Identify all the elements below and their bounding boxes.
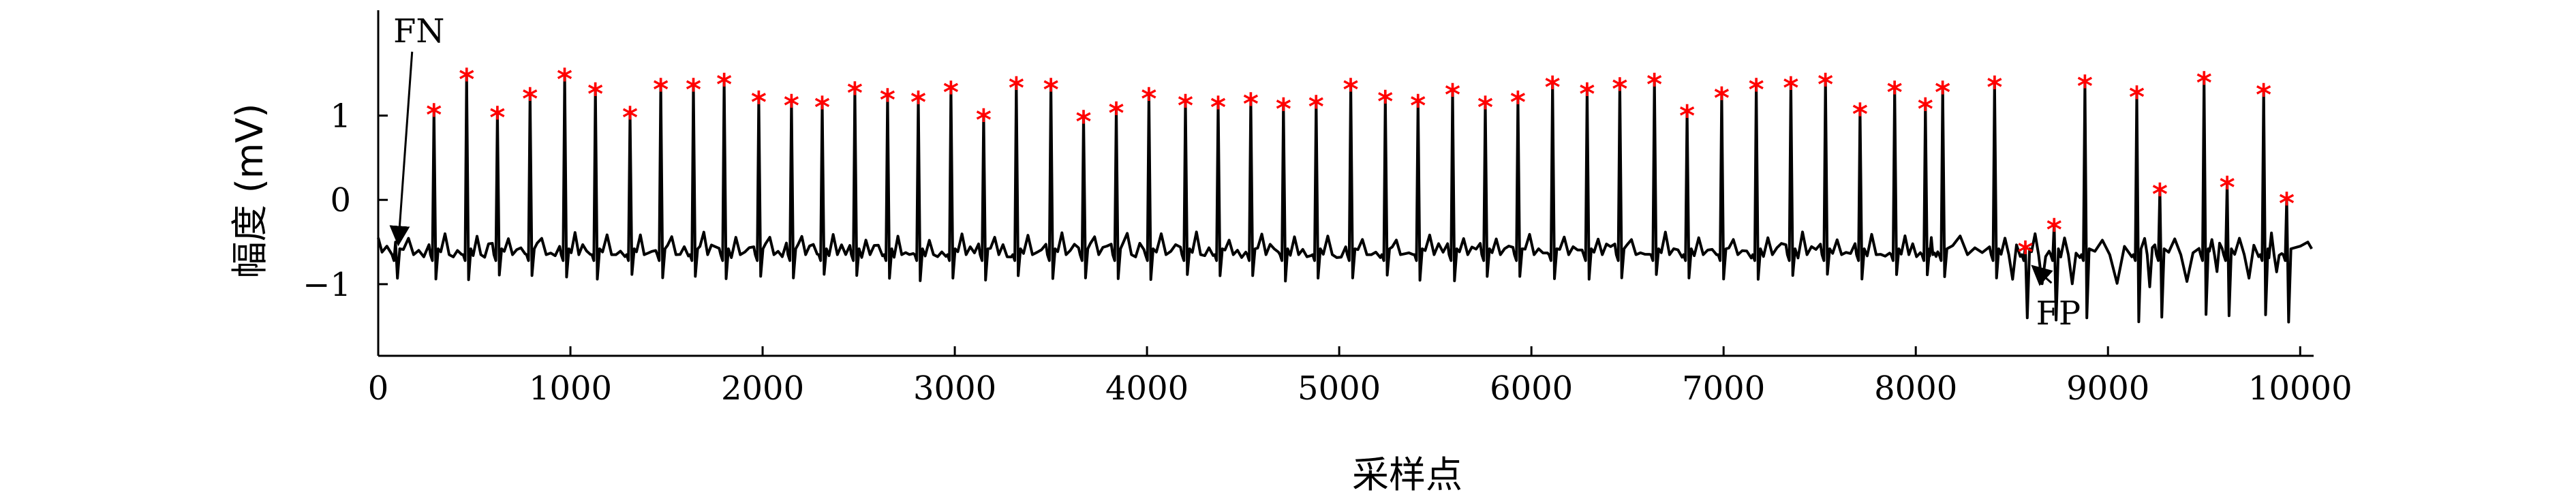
detection-marker: * — [1579, 77, 1595, 112]
detection-marker: * — [1545, 70, 1561, 105]
detection-marker: * — [2129, 80, 2145, 115]
detection-marker: * — [459, 63, 474, 97]
detection-marker: * — [489, 100, 505, 135]
x-tick-label: 8000 — [1874, 369, 1957, 408]
detection-marker: * — [2256, 78, 2271, 112]
detection-marker: * — [1210, 91, 1226, 125]
detection-marker: * — [1276, 92, 1291, 127]
detection-marker: * — [1043, 73, 1059, 108]
detection-marker: * — [976, 103, 992, 138]
detection-marker: * — [2196, 66, 2212, 101]
detection-marker: * — [2046, 213, 2062, 247]
x-axis-label: 采样点 — [1352, 453, 1462, 496]
detection-marker: * — [784, 89, 799, 123]
detection-marker: * — [1178, 89, 1193, 123]
detection-marker: * — [2152, 177, 2168, 212]
x-tick-label: 2000 — [721, 369, 804, 408]
detection-marker: * — [1510, 85, 1526, 120]
detection-marker: * — [587, 77, 603, 112]
detection-marker: * — [2220, 170, 2235, 205]
detection-markers: * * * * * * * * * * * * * * * * * * * * * * * * * * * * * * * * * * * * * * * *… — [426, 63, 2295, 271]
x-tick-label: 0 — [368, 369, 389, 408]
detection-marker: * — [1343, 73, 1359, 108]
detection-marker: * — [814, 91, 830, 125]
detection-marker: * — [1714, 81, 1730, 116]
detection-marker: * — [2017, 235, 2033, 270]
x-tick-label: 5000 — [1298, 369, 1381, 408]
detection-marker: * — [1009, 71, 1024, 106]
detection-marker: * — [880, 82, 895, 117]
detection-marker: * — [1243, 87, 1259, 122]
x-tick-label: 1000 — [529, 369, 612, 408]
x-tick-label: 6000 — [1490, 369, 1573, 408]
x-tick-label: 4000 — [1105, 369, 1189, 408]
axes: 0 1000 2000 3000 4000 5000 6000 7000 8000 9000 100… — [303, 10, 2352, 408]
detection-marker: * — [1749, 73, 1764, 108]
detection-marker: * — [847, 76, 863, 111]
annotation-label: FN — [393, 12, 444, 50]
detection-marker: * — [1646, 67, 1662, 102]
detection-marker: * — [2279, 187, 2295, 222]
detection-marker: * — [653, 73, 669, 108]
detection-marker: * — [1783, 71, 1798, 106]
detection-marker: * — [1445, 78, 1460, 112]
annotation-label: FP — [2036, 294, 2081, 333]
y-tick-label: −1 — [303, 266, 351, 304]
detection-marker: * — [1887, 75, 1903, 110]
annotation-arrow — [389, 51, 414, 247]
detection-marker: * — [1410, 89, 1426, 123]
detection-marker: * — [943, 75, 959, 110]
y-tick-label: 1 — [330, 97, 351, 136]
detection-marker: * — [686, 73, 701, 108]
detection-marker: * — [622, 100, 638, 135]
detection-marker: * — [1108, 96, 1124, 131]
detection-marker: * — [1852, 97, 1868, 132]
detection-marker: * — [1076, 105, 1092, 140]
detection-marker: * — [1141, 82, 1156, 117]
detection-marker: * — [1918, 92, 1933, 127]
x-tick-label: 10000 — [2248, 369, 2352, 408]
detection-marker: * — [2077, 70, 2093, 104]
detection-marker: * — [1679, 99, 1695, 134]
detection-marker: * — [1308, 89, 1324, 124]
detection-marker: * — [1477, 91, 1493, 125]
x-tick-label: 3000 — [913, 369, 996, 408]
detection-marker: * — [910, 85, 926, 120]
x-tick-label: 7000 — [1682, 369, 1765, 408]
detection-marker: * — [522, 82, 538, 117]
x-tick-label: 9000 — [2066, 369, 2149, 408]
detection-marker: * — [426, 98, 442, 133]
detection-marker: * — [1818, 67, 1833, 102]
annotations: FN FP — [389, 12, 2081, 333]
annotation-arrow — [2031, 264, 2053, 286]
y-axis-label: 幅度 (mV) — [228, 104, 271, 279]
detection-marker: * — [1377, 85, 1393, 119]
y-tick-label: 0 — [330, 181, 351, 219]
detection-marker: * — [1935, 75, 1950, 110]
detection-marker: * — [557, 63, 572, 97]
ecg-signal-line — [377, 72, 2313, 324]
detection-marker: * — [716, 67, 732, 102]
detection-marker: * — [1987, 70, 2002, 105]
detection-marker: * — [1612, 72, 1627, 106]
detection-marker: * — [751, 85, 767, 120]
